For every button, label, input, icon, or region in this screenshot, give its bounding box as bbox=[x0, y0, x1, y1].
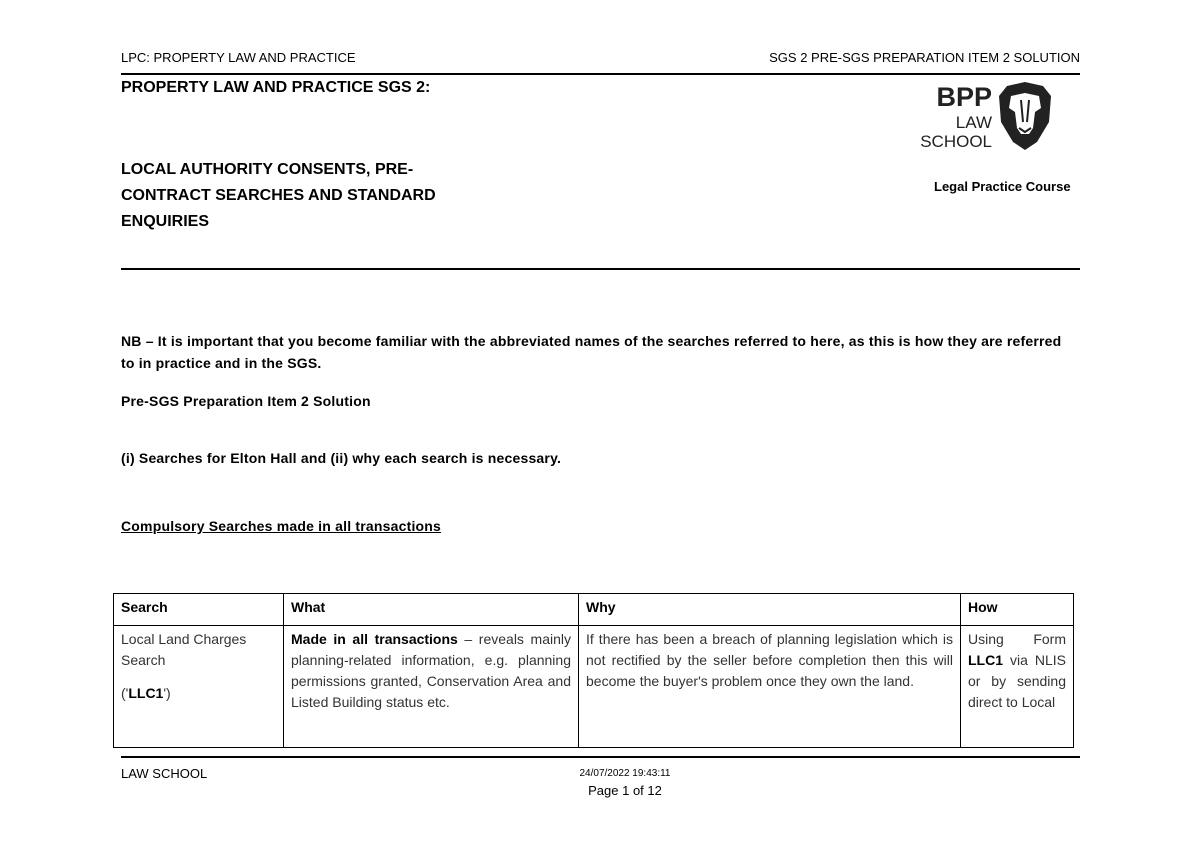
title-line-2: LOCAL AUTHORITY CONSENTS, PRE- bbox=[121, 161, 414, 178]
searches-table: Search What Why How Local Land Charges S… bbox=[113, 593, 1074, 748]
col-why: Why bbox=[578, 593, 961, 626]
col-what: What bbox=[283, 593, 579, 626]
question: (i) Searches for Elton Hall and (ii) why… bbox=[121, 450, 562, 466]
col-search: Search bbox=[113, 593, 284, 626]
title-line-4: ENQUIRIES bbox=[121, 213, 210, 230]
lion-shield-icon bbox=[999, 82, 1051, 150]
header-divider bbox=[121, 73, 1080, 75]
cell-why: If there has been a breach of planning l… bbox=[578, 625, 961, 748]
cell-search: Local Land Charges Search ('LLC1') bbox=[113, 625, 284, 748]
bpp-logo: BPP LAW SCHOOL bbox=[920, 82, 992, 151]
page-number: Page 1 of 12 bbox=[588, 783, 662, 798]
course-name: Legal Practice Course bbox=[934, 179, 1071, 194]
cell-what: Made in all transactions – reveals mainl… bbox=[283, 625, 579, 748]
subtitle: Pre-SGS Preparation Item 2 Solution bbox=[121, 393, 371, 409]
title-line-3: CONTRACT SEARCHES AND STANDARD bbox=[121, 187, 436, 204]
footer-left: LAW SCHOOL bbox=[121, 766, 208, 781]
header-right: SGS 2 PRE-SGS PREPARATION ITEM 2 SOLUTIO… bbox=[769, 50, 1080, 65]
table-header-row: Search What Why How bbox=[113, 593, 1074, 626]
section-heading: Compulsory Searches made in all transact… bbox=[121, 518, 442, 534]
footer-divider bbox=[121, 756, 1080, 758]
col-how: How bbox=[960, 593, 1074, 626]
footer-timestamp: 24/07/2022 19:43:11 bbox=[579, 768, 671, 779]
title-line-1: PROPERTY LAW AND PRACTICE SGS 2: bbox=[121, 79, 431, 96]
title-divider bbox=[121, 268, 1080, 270]
header-left: LPC: PROPERTY LAW AND PRACTICE bbox=[121, 50, 356, 65]
cell-how: Using Form LLC1 via NLIS or by sending d… bbox=[960, 625, 1074, 748]
table-row: Local Land Charges Search ('LLC1') Made … bbox=[113, 625, 1074, 748]
nb-note: NB – It is important that you become fam… bbox=[121, 333, 1062, 371]
